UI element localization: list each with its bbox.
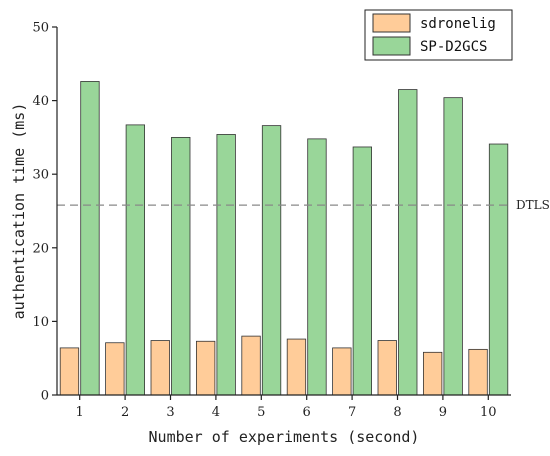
reference-layer: DTLS [57,198,550,212]
legend: sdronelig SP-D2GCS [364,9,513,61]
bar-sdronelig-5 [241,335,261,396]
x-tick-label: 8 [393,405,401,420]
x-tick-label: 4 [212,405,220,420]
bar-sdronelig-10 [468,348,488,396]
bar-sdronelig-3 [150,340,170,396]
bar-sp-d2gcs-7 [352,146,373,396]
x-tick-label: 9 [439,405,447,420]
x-tick-label: 6 [303,405,311,420]
legend-label-sp-d2gcs: SP-D2GCS [420,39,487,55]
y-tick-label: 30 [32,168,49,183]
x-axis-label: Number of experiments (second) [149,428,420,446]
x-tick-label: 10 [480,405,497,420]
legend-swatch-sdronelig [372,13,411,33]
bars-layer [59,81,509,396]
bar-sdronelig-8 [377,340,397,396]
y-tick-label: 50 [32,21,49,36]
x-tick-label: 5 [257,405,265,420]
legend-swatch-sp-d2gcs [372,36,411,56]
y-tick-label: 10 [32,315,49,330]
bar-sdronelig-9 [422,351,443,396]
bar-sp-d2gcs-10 [488,143,509,396]
bar-sdronelig-6 [286,338,307,396]
bar-sp-d2gcs-3 [171,136,191,396]
bar-sdronelig-2 [105,342,125,396]
bar-sp-d2gcs-4 [216,134,236,396]
x-ticks: 1 2 3 4 5 6 7 8 9 10 [76,395,497,420]
bar-sp-d2gcs-2 [125,124,145,396]
bar-sp-d2gcs-8 [398,89,418,396]
x-tick-label: 3 [166,405,174,420]
legend-label-sdronelig: sdronelig [420,16,496,32]
dtls-reference-label: DTLS [516,198,550,212]
bar-sp-d2gcs-9 [443,97,463,396]
bar-sdronelig-7 [332,347,352,396]
y-axis-label: authentication time (ms) [10,103,28,320]
x-tick-label: 1 [76,405,84,420]
bar-sp-d2gcs-5 [261,125,282,396]
bar-sdronelig-1 [59,347,80,396]
y-tick-label: 0 [41,389,49,404]
y-tick-label: 40 [32,94,49,109]
bar-sp-d2gcs-1 [80,81,100,396]
y-ticks: 0 10 20 30 40 50 [32,21,57,404]
y-tick-label: 20 [32,241,49,256]
x-tick-label: 7 [348,405,356,420]
x-tick-label: 2 [121,405,129,420]
bar-sdronelig-4 [195,340,216,396]
bar-sp-d2gcs-6 [307,138,327,396]
